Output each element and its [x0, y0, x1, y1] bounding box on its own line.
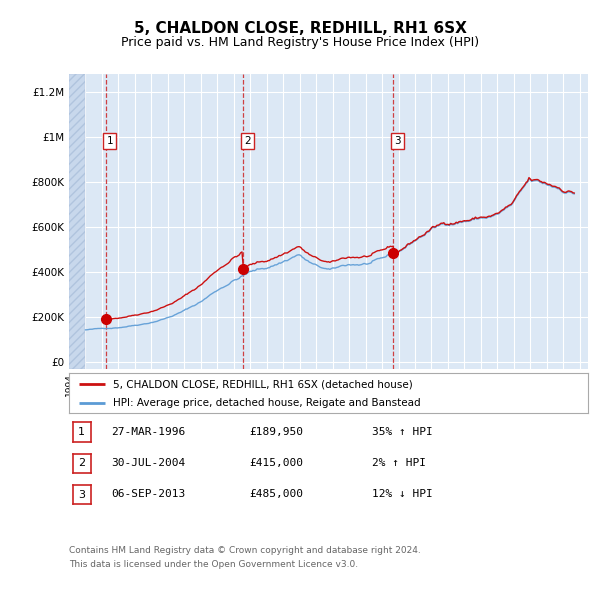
Text: £189,950: £189,950 [249, 427, 303, 437]
Text: 2% ↑ HPI: 2% ↑ HPI [372, 458, 426, 468]
Text: £485,000: £485,000 [249, 490, 303, 499]
Text: 1: 1 [107, 136, 113, 146]
Text: Contains HM Land Registry data © Crown copyright and database right 2024.
This d: Contains HM Land Registry data © Crown c… [69, 546, 421, 569]
Text: 5, CHALDON CLOSE, REDHILL, RH1 6SX: 5, CHALDON CLOSE, REDHILL, RH1 6SX [134, 21, 466, 36]
Text: 2: 2 [78, 458, 85, 468]
Text: HPI: Average price, detached house, Reigate and Banstead: HPI: Average price, detached house, Reig… [113, 398, 421, 408]
Text: 27-MAR-1996: 27-MAR-1996 [111, 427, 185, 437]
Text: 35% ↑ HPI: 35% ↑ HPI [372, 427, 433, 437]
Text: £415,000: £415,000 [249, 458, 303, 468]
Text: 5, CHALDON CLOSE, REDHILL, RH1 6SX (detached house): 5, CHALDON CLOSE, REDHILL, RH1 6SX (deta… [113, 379, 413, 389]
Text: 3: 3 [394, 136, 401, 146]
Text: 2: 2 [244, 136, 251, 146]
Text: 3: 3 [78, 490, 85, 500]
Bar [69, 74, 85, 369]
Text: Price paid vs. HM Land Registry's House Price Index (HPI): Price paid vs. HM Land Registry's House … [121, 36, 479, 49]
Text: 12% ↓ HPI: 12% ↓ HPI [372, 490, 433, 499]
Text: 06-SEP-2013: 06-SEP-2013 [111, 490, 185, 499]
Text: 30-JUL-2004: 30-JUL-2004 [111, 458, 185, 468]
Text: 1: 1 [78, 427, 85, 437]
